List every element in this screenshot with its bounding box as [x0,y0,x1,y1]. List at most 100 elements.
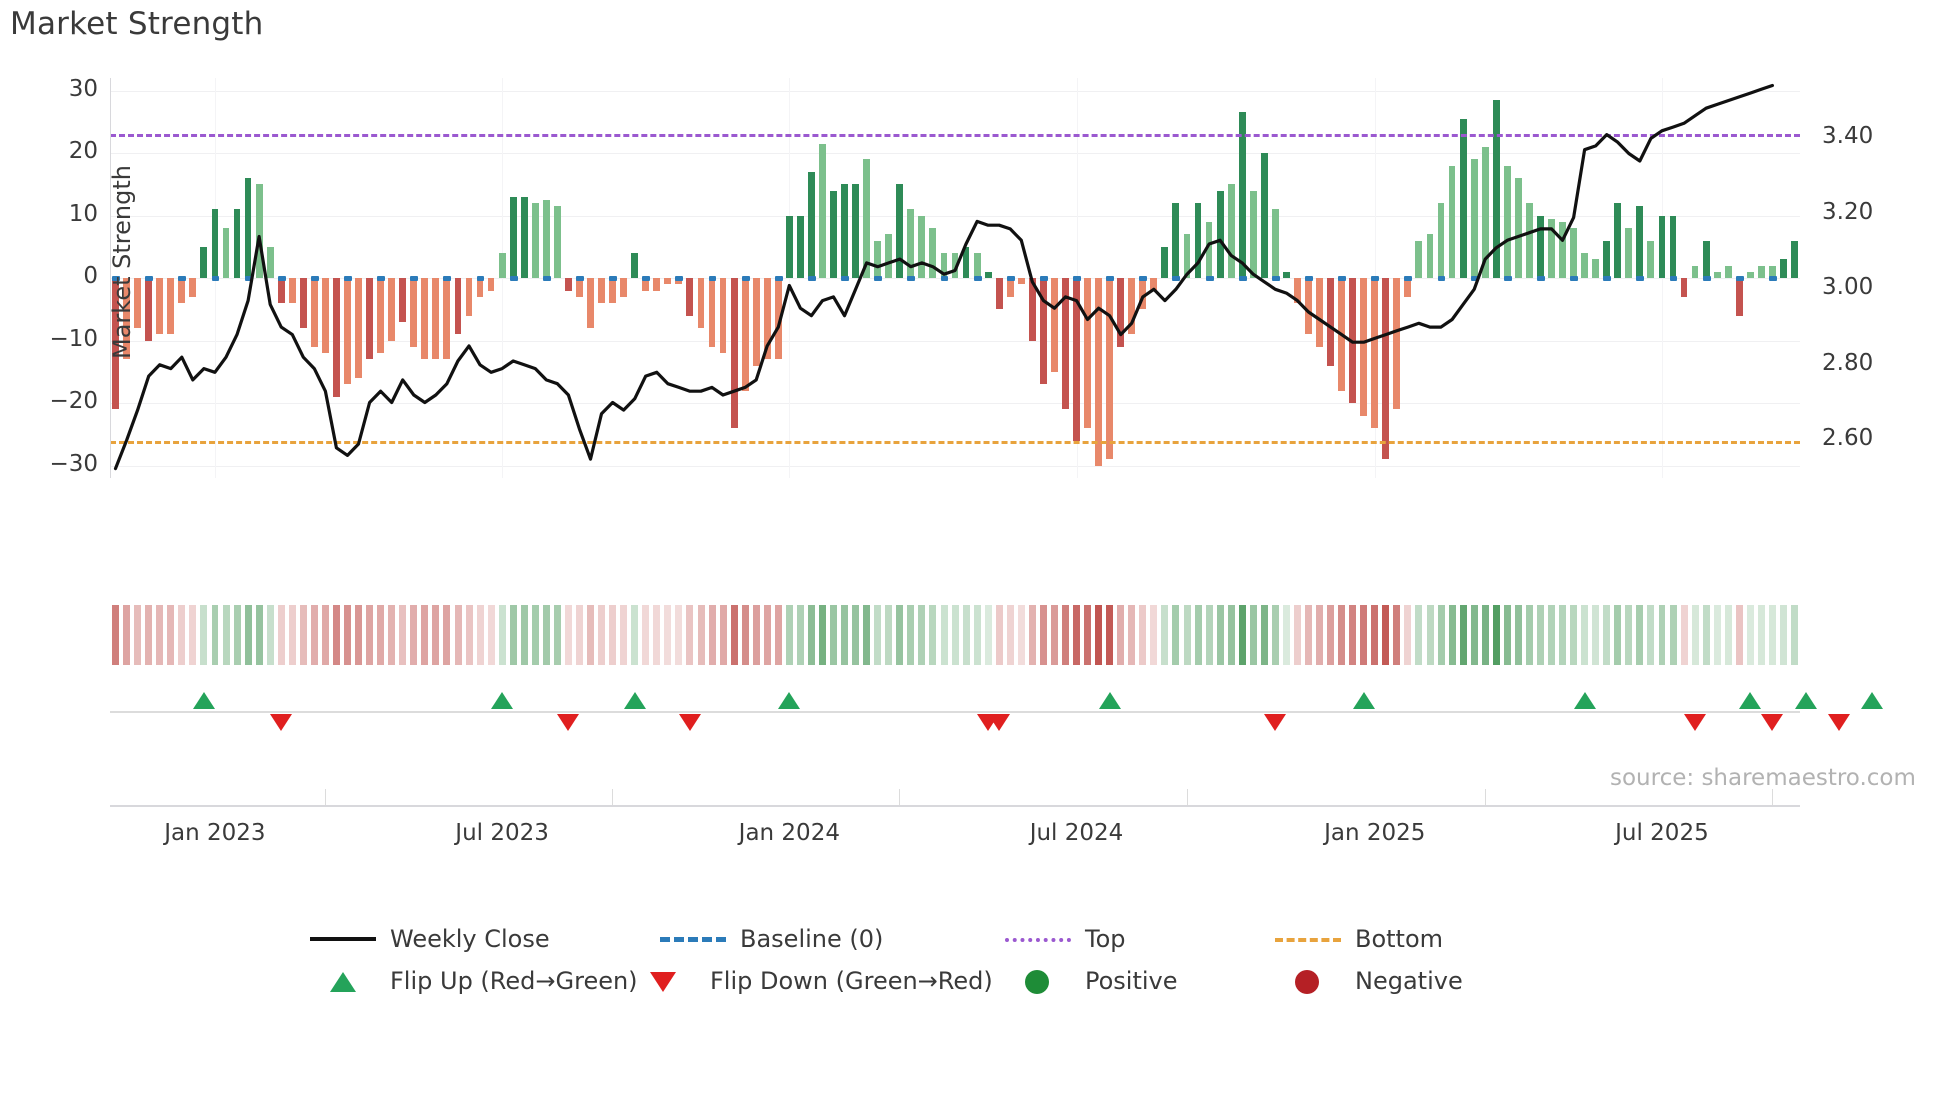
heat-cell [1084,605,1092,665]
strength-bar [1415,240,1423,278]
flip-down-marker [1684,714,1707,731]
strength-bar [1470,159,1478,278]
heat-cell [1316,605,1324,665]
x-tick-mark [1484,789,1486,805]
heat-cell [697,605,705,665]
heat-cell [399,605,407,665]
heat-cell [200,605,208,665]
x-tick-label: Jul 2025 [1615,820,1709,846]
heat-cell [244,605,252,665]
heat-cell [664,605,672,665]
strength-bar [1559,221,1566,278]
strength-bar [995,278,1003,310]
strength-bar [454,278,462,335]
baseline-segment [1205,275,1214,281]
source-note: source: sharemaestro.com [1610,765,1916,791]
strength-bar [1735,278,1743,316]
baseline-segment [1271,275,1280,281]
strength-bar [531,203,539,278]
legend-item-top[interactable]: Top [1005,925,1126,953]
legend-item-weekly-close[interactable]: Weekly Close [310,925,550,953]
baseline-segment [642,275,651,281]
strength-bar [1095,278,1102,466]
baseline-segment [907,275,916,281]
heat-cell [1525,605,1533,665]
flip-up-marker [623,692,646,709]
dashed-line-swatch-icon [1275,928,1341,950]
flip-up-marker [1794,692,1817,709]
y-tick-label-left: −10 [49,325,98,352]
heat-cell [288,605,296,665]
baseline-segment [211,275,220,281]
legend-item-negative[interactable]: Negative [1275,967,1463,995]
strength-bar [1139,278,1147,310]
heat-cell [984,605,992,665]
heat-cell [907,605,915,665]
heat-cell [885,605,893,665]
strength-bar [1669,215,1677,278]
heat-cell [587,605,595,665]
strength-bar [664,278,672,285]
strength-bar [344,278,351,385]
legend-item-flip-down[interactable]: Flip Down (Green→Red) [630,967,993,995]
strength-bar [1106,278,1114,460]
y-tick-label-left: 20 [68,138,98,164]
strength-bar [973,253,981,278]
strength-bar [1393,278,1401,410]
strength-bar [1658,215,1666,278]
heat-cell [620,605,628,665]
heat-cell [1791,605,1799,665]
flip-down-marker [270,714,293,731]
strength-bar [1492,99,1500,278]
y-tick-label-left: 30 [68,75,98,102]
heat-cell [1073,605,1081,665]
heat-cell [156,605,164,665]
strength-bar [1017,278,1025,285]
strength-bar [200,246,208,278]
flip-up-marker [1860,692,1883,709]
heat-cell [1404,605,1412,665]
heat-cell [1227,605,1235,665]
strength-bar [896,184,904,278]
heat-cell [222,605,230,665]
circle-icon [1275,970,1341,994]
heat-cell [1481,605,1489,665]
strength-bar [918,215,926,278]
heat-cell [675,605,683,665]
legend-item-baseline[interactable]: Baseline (0) [660,925,883,953]
heat-cell [299,605,307,665]
strength-bar [1028,278,1036,341]
baseline-segment [1172,275,1181,281]
heat-cell [730,605,738,665]
strength-bar [465,278,473,316]
flip-down-marker [988,714,1011,731]
heat-cell [1548,605,1556,665]
legend-item-flip-up[interactable]: Flip Up (Red→Green) [310,967,638,995]
legend-label: Bottom [1355,925,1444,953]
heat-cell [1305,605,1313,665]
strength-bar [1603,240,1611,278]
heat-cell [366,605,374,665]
legend-item-bottom[interactable]: Bottom [1275,925,1443,953]
baseline-segment [377,275,386,281]
baseline-segment [244,275,253,281]
heat-cell [1581,605,1589,665]
heat-cell [255,605,263,665]
strength-bar [951,253,959,278]
baseline-segment [509,275,518,281]
baseline-segment [774,275,783,281]
heat-cell [1570,605,1578,665]
baseline-segment [609,275,618,281]
heat-cell [1514,605,1522,665]
heat-cell [1282,605,1290,665]
heat-cell [454,605,462,665]
heat-cell [1735,605,1743,665]
strength-bar [1614,203,1622,278]
strength-bar [752,278,760,366]
heat-cell [896,605,904,665]
strength-bar [1249,190,1257,278]
weekly-close-line [113,83,1775,471]
legend-item-positive[interactable]: Positive [1005,967,1178,995]
heat-cell [1050,605,1058,665]
heat-cell [830,605,838,665]
